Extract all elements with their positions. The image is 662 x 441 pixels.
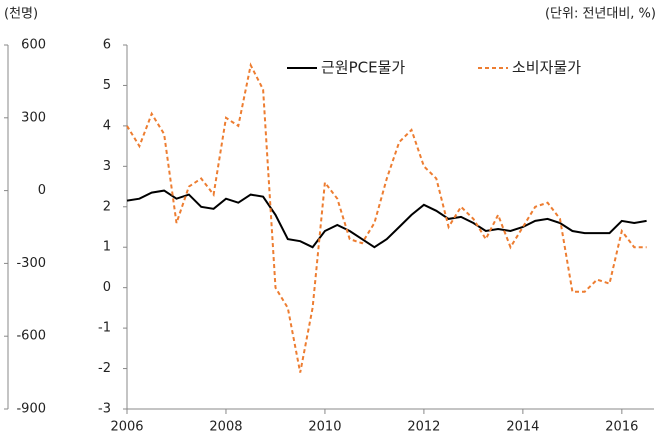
y-tick-label: -2 <box>98 361 111 376</box>
x-tick-label: 2016 <box>605 420 638 435</box>
x-tick-label: 2014 <box>506 420 539 435</box>
y-tick-label: 0 <box>38 183 46 198</box>
y-tick-label: -900 <box>16 402 46 417</box>
y-tick-label: 6 <box>103 38 111 53</box>
y-tick-label: -1 <box>98 321 111 336</box>
y-tick-label: 1 <box>103 240 111 255</box>
line-series <box>126 62 647 373</box>
x-tick-label: 2006 <box>110 420 143 435</box>
y-tick-label: 300 <box>21 110 46 125</box>
y-tick-label: 3 <box>103 159 111 174</box>
y-tick-label: 600 <box>21 38 46 53</box>
legend-label: 소비자물가 <box>512 59 581 77</box>
y-tick-label: 0 <box>103 280 111 295</box>
x-tick-label: 2012 <box>407 420 440 435</box>
y-tick-label: 4 <box>103 118 111 133</box>
right-unit-label: (단위: 전년대비, %) <box>545 7 656 22</box>
y-tick-label: -3 <box>98 402 111 417</box>
y-tick-label: -600 <box>16 329 46 344</box>
x-tick-label: 2008 <box>209 420 242 435</box>
y-tick-label: 5 <box>103 78 111 93</box>
legend-label: 근원PCE물가 <box>321 59 405 77</box>
y-tick-label: 2 <box>103 199 111 214</box>
y-tick-label: -300 <box>16 256 46 271</box>
x-tick-label: 2010 <box>308 420 341 435</box>
left-unit-label: (천명) <box>4 7 38 22</box>
line-series <box>126 189 647 249</box>
